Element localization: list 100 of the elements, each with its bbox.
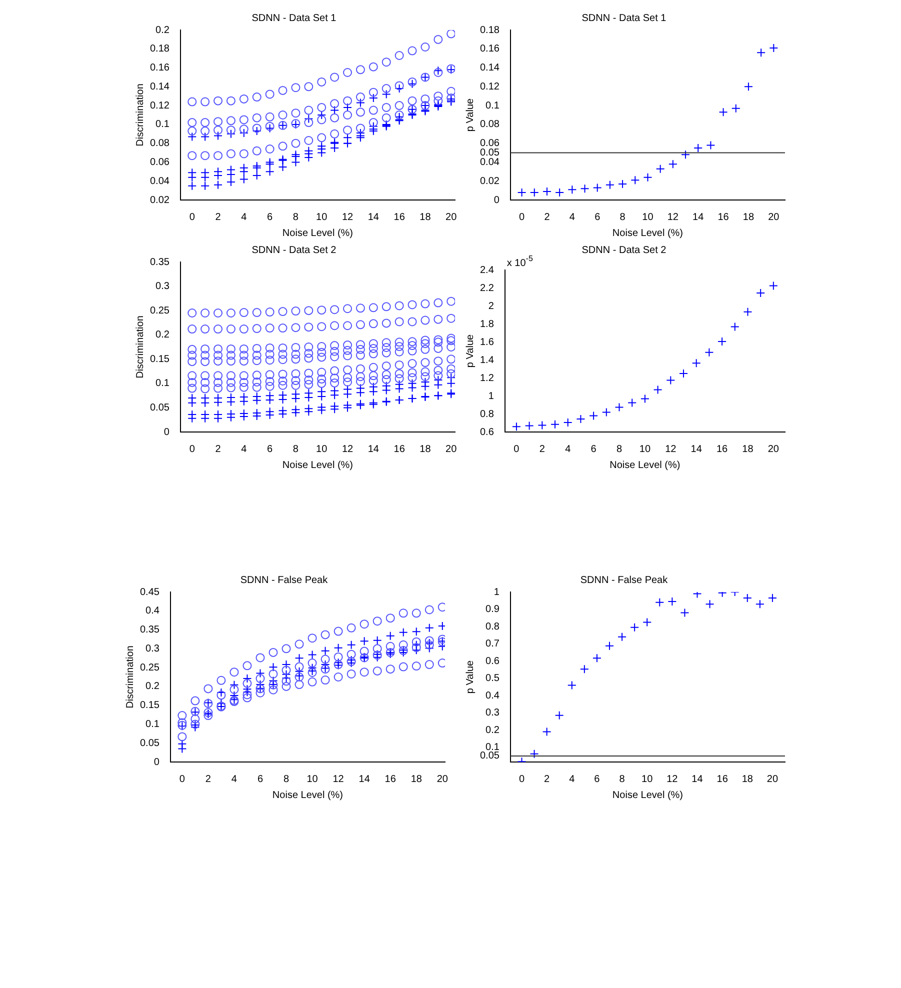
y-tick-label: 0.9 <box>486 604 500 616</box>
x-tick-label: 12 <box>665 444 677 455</box>
y-tick-label: 0.15 <box>140 700 160 712</box>
y-tick-label: 0.5 <box>486 673 500 684</box>
x-tick-label: 2 <box>544 212 550 223</box>
y-tick-label: 0.05 <box>150 402 170 414</box>
x-tick-label: 20 <box>766 774 778 785</box>
y-tick-label: 1.2 <box>480 372 494 384</box>
x-tick-label: 6 <box>590 444 597 455</box>
x-tick-label: 18 <box>420 444 432 455</box>
x-tick-label: 6 <box>594 774 600 785</box>
y-tick-label: 0.35 <box>150 256 170 268</box>
y-tick-label: 0.1 <box>156 119 170 130</box>
y-tick-label: 0.18 <box>480 24 500 36</box>
x-tick-label: 16 <box>394 212 406 223</box>
x-tick-label: 18 <box>410 774 422 785</box>
x-tick-label: 0 <box>518 774 525 785</box>
chart-title: SDNN - False Peak <box>580 574 669 586</box>
y-tick-label: 0.7 <box>486 638 500 650</box>
y-tick-label: 0.05 <box>480 750 500 762</box>
y-tick-label: 1.4 <box>480 354 494 366</box>
x-tick-label: 4 <box>231 774 238 785</box>
y-axis-title: Discrimination <box>134 316 146 378</box>
y-tick-label: 0.1 <box>146 718 160 730</box>
chart-title: SDNN - Data Set 1 <box>582 12 667 24</box>
x-axis-title: Noise Level (%) <box>272 790 344 801</box>
y-tick-label: 0.14 <box>480 62 500 74</box>
y-tick-label: 0 <box>494 194 500 206</box>
y-tick-label: 0.2 <box>156 330 170 341</box>
x-tick-label: 14 <box>690 444 702 455</box>
x-tick-label: 12 <box>332 774 344 785</box>
x-tick-label: 16 <box>718 212 730 223</box>
y-tick-label: 0.1 <box>156 378 170 390</box>
y-tick-label: 2.4 <box>480 264 494 276</box>
x-tick-label: 8 <box>620 212 626 223</box>
y-tick-label: 0.05 <box>140 738 160 749</box>
y-tick-label: 2.2 <box>480 282 494 294</box>
y-tick-label: 0.14 <box>150 81 170 92</box>
x-tick-label: 18 <box>742 444 754 455</box>
y-tick-label: 0.12 <box>150 100 170 112</box>
x-tick-label: 10 <box>642 212 654 223</box>
y-tick-label: 0 <box>154 756 160 768</box>
x-tick-label: 16 <box>716 774 728 785</box>
x-tick-label: 0 <box>519 212 526 223</box>
x-tick-label: 4 <box>565 444 572 455</box>
x-tick-label: 10 <box>639 444 651 455</box>
y-tick-label: 0.3 <box>156 281 170 292</box>
x-tick-label: 18 <box>742 774 754 785</box>
x-tick-label: 4 <box>241 212 248 223</box>
x-tick-label: 10 <box>316 212 328 223</box>
chart-title: SDNN - Data Set 1 <box>252 12 337 24</box>
x-tick-label: 8 <box>283 774 290 785</box>
y-tick-label: 0.16 <box>480 44 500 55</box>
x-tick-label: 10 <box>642 774 654 785</box>
x-tick-label: 6 <box>267 444 274 455</box>
y-tick-label: 1 <box>488 390 494 402</box>
y-tick-label: 0.4 <box>486 690 500 702</box>
y-tick-label: 0.3 <box>146 643 160 654</box>
x-tick-label: 6 <box>257 774 264 785</box>
x-tick-label: 14 <box>692 774 704 785</box>
y-tick-label: 0.6 <box>480 426 494 438</box>
x-tick-label: 20 <box>436 774 448 785</box>
x-tick-label: 2 <box>205 774 212 785</box>
y-axis-title: p Value <box>464 334 476 368</box>
y-tick-label: 0.45 <box>140 586 160 598</box>
x-axis-title: Noise Level (%) <box>610 460 680 471</box>
x-tick-label: 12 <box>667 212 679 223</box>
y-tick-label: 0.15 <box>150 354 170 365</box>
y-tick-label: 1.6 <box>480 336 494 348</box>
y-axis-title: Discrimination <box>124 646 136 708</box>
x-tick-label: 10 <box>306 774 318 785</box>
y-tick-label: 0.02 <box>150 194 170 206</box>
y-axis-title: Discrimination <box>134 84 146 146</box>
x-tick-label: 16 <box>394 444 406 455</box>
y-tick-label: 0.2 <box>146 681 160 692</box>
y-tick-label: 0.25 <box>150 305 170 316</box>
x-tick-label: 2 <box>544 774 550 785</box>
x-tick-label: 4 <box>241 444 248 455</box>
y-tick-label: 0.1 <box>486 100 500 112</box>
y-tick-label: 0.16 <box>150 62 170 74</box>
x-tick-label: 0 <box>189 212 196 223</box>
x-tick-label: 14 <box>368 212 380 223</box>
x-tick-label: 2 <box>539 444 546 455</box>
x-tick-label: 12 <box>342 444 354 455</box>
x-tick-label: 8 <box>292 212 299 223</box>
chart-title: SDNN - False Peak <box>240 574 329 586</box>
x-tick-label: 0 <box>179 774 186 785</box>
x-tick-label: 14 <box>358 774 370 785</box>
y-tick-label: 0.2 <box>156 24 170 36</box>
x-tick-label: 14 <box>368 444 380 455</box>
chart-title: SDNN - Data Set 2 <box>252 244 337 256</box>
x-tick-label: 20 <box>768 444 780 455</box>
x-tick-label: 8 <box>616 444 622 455</box>
x-tick-label: 2 <box>215 444 222 455</box>
y-tick-label: 0.02 <box>480 176 500 187</box>
y-tick-label: 0.18 <box>150 44 170 55</box>
x-axis-title: Noise Level (%) <box>282 460 354 471</box>
x-tick-label: 16 <box>384 774 396 785</box>
y-tick-label: 0.8 <box>486 621 500 632</box>
x-tick-label: 6 <box>594 212 601 223</box>
